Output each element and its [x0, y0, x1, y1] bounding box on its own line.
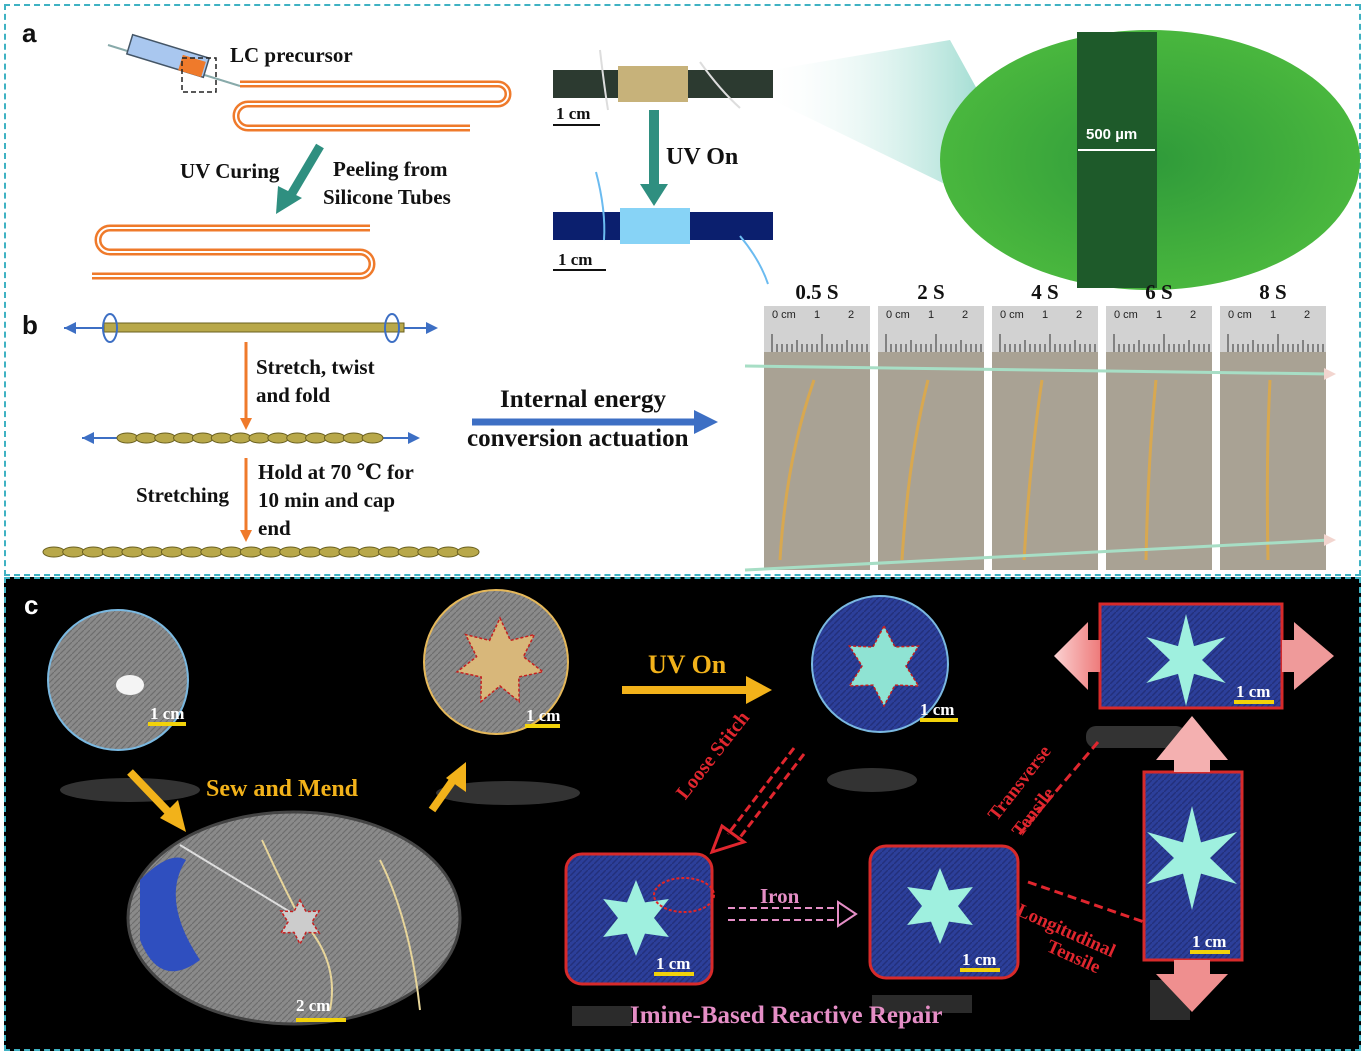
lc-precursor-label: LC precursor	[230, 43, 353, 67]
timestamp-label: 2 S	[917, 280, 945, 304]
ruler-label: 2	[848, 309, 855, 321]
actuated-fiber	[900, 379, 930, 561]
scale-c-sewn: 1 cm	[526, 706, 561, 725]
time-lapse-strip	[764, 306, 1326, 570]
timestamp-label: 8 S	[1259, 280, 1287, 304]
scale-c-overview: 2 cm	[296, 996, 331, 1015]
ruler-label: 2	[1190, 309, 1197, 321]
transverse-dash	[1016, 741, 1100, 837]
scale-c-longitudinal: 1 cm	[1192, 932, 1227, 951]
step2-label-3: end	[258, 516, 291, 540]
ruler-label: 2	[1304, 309, 1311, 321]
ruler-label: 0 cm	[1114, 309, 1138, 321]
stretching-label: Stretching	[136, 483, 229, 507]
scale-c-uv: 1 cm	[920, 700, 955, 719]
actuation-photo	[1220, 352, 1326, 570]
ruler-label: 0 cm	[1228, 309, 1252, 321]
tensile-arrow-left	[1054, 622, 1100, 690]
ruler-label: 1	[1042, 309, 1049, 321]
iron-arrow	[728, 900, 858, 928]
panel-label-a: a	[22, 18, 37, 48]
actuation-photo	[1106, 352, 1212, 570]
longitudinal-dash	[1027, 880, 1145, 924]
ruler-label: 1	[1156, 309, 1163, 321]
scale-c-hole: 1 cm	[150, 704, 185, 723]
imine-repair-label: Imine-Based Reactive Repair	[630, 1002, 943, 1029]
panel-label-b: b	[22, 310, 38, 340]
actuation-label-1: Internal energy	[500, 386, 666, 413]
timestamp-label: 4 S	[1031, 280, 1059, 304]
step2-label-2: 10 min and cap	[258, 488, 396, 512]
uv-curing-arrow	[284, 143, 324, 203]
twist-icon-left	[102, 313, 118, 343]
micro-scale-label: 500 µm	[1086, 126, 1138, 143]
tensile-arrow-down	[1156, 960, 1228, 1012]
ruler-label: 1	[814, 309, 821, 321]
ruler-label: 2	[1076, 309, 1083, 321]
actuated-fiber	[778, 379, 816, 561]
scale-c-transverse: 1 cm	[1236, 682, 1271, 701]
ruler-label: 1	[1270, 309, 1277, 321]
actuation-label-2: conversion actuation	[467, 425, 689, 452]
twist-icon-right	[384, 313, 400, 343]
process-arrow-1	[240, 418, 252, 430]
uv-on-label-c: UV On	[648, 650, 727, 679]
actuated-fiber	[1265, 379, 1272, 561]
syringe-icon	[107, 33, 241, 87]
ruler-label: 0 cm	[1000, 309, 1024, 321]
lc-fiber-twisted	[116, 432, 384, 444]
scale-label-2: 1 cm	[558, 250, 593, 269]
loose-stitch-arrow	[709, 747, 806, 855]
ruler-label: 1	[928, 309, 935, 321]
reference-line-top	[744, 364, 1331, 376]
actuation-photo	[878, 352, 984, 570]
scale-label-1: 1 cm	[556, 104, 591, 123]
timestamp-label: 0.5 S	[795, 280, 839, 304]
ruler-label: 0 cm	[772, 309, 796, 321]
sew-and-mend-label: Sew and Mend	[206, 776, 359, 802]
process-arrow-2	[240, 530, 252, 542]
step1-label-2: and fold	[256, 383, 331, 407]
step2-label-1: Hold at 70 ℃ for	[258, 460, 414, 484]
actuated-fiber	[1022, 379, 1044, 561]
scale-c-loose: 1 cm	[656, 954, 691, 973]
lc-fiber-long-twisted	[42, 546, 480, 558]
tensile-arrow-right	[1282, 622, 1334, 690]
tensile-arrow-up	[1156, 716, 1228, 772]
actuated-fiber	[1144, 379, 1158, 561]
actuation-photo	[992, 352, 1098, 570]
uv-on-label-a: UV On	[666, 144, 739, 170]
panel-label-c: c	[24, 590, 39, 620]
peeling-label-2: Silicone Tubes	[323, 185, 451, 209]
peeling-label-1: Peeling from	[333, 157, 448, 181]
scale-c-iron: 1 cm	[962, 950, 997, 969]
ruler-label: 0 cm	[886, 309, 910, 321]
ruler-label: 2	[962, 309, 969, 321]
uv-curing-label: UV Curing	[180, 159, 280, 183]
reference-line-bottom	[744, 538, 1331, 572]
iron-label: Iron	[760, 884, 800, 908]
timestamp-label: 6 S	[1145, 280, 1173, 304]
syringe-zoom-box	[181, 57, 217, 93]
step1-label-1: Stretch, twist	[256, 355, 375, 379]
